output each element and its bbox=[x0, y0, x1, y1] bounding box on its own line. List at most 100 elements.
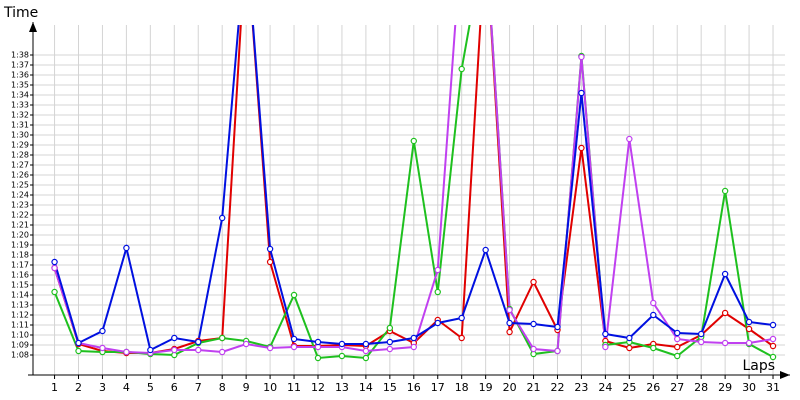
data-point bbox=[195, 346, 202, 354]
data-point bbox=[626, 135, 633, 143]
data-point bbox=[290, 343, 298, 351]
y-tick-label: 1:18 bbox=[11, 251, 29, 260]
x-tick-label: 31 bbox=[766, 381, 780, 394]
data-point bbox=[362, 340, 370, 348]
y-tick-label: 1:22 bbox=[11, 211, 29, 220]
x-tick-label: 5 bbox=[147, 381, 154, 394]
data-point bbox=[434, 319, 441, 327]
y-tick-label: 1:28 bbox=[11, 151, 29, 160]
data-point bbox=[769, 342, 777, 350]
y-tick-label: 1:38 bbox=[11, 51, 29, 60]
y-tick-label: 1:33 bbox=[11, 101, 29, 110]
y-tick-label: 1:24 bbox=[11, 191, 29, 200]
y-tick-label: 1:36 bbox=[11, 71, 29, 80]
data-point bbox=[242, 340, 250, 348]
data-point bbox=[602, 330, 609, 338]
x-tick-label: 26 bbox=[646, 381, 660, 394]
data-point bbox=[506, 306, 513, 314]
y-tick-label: 1:29 bbox=[11, 141, 29, 150]
x-tick-label: 2 bbox=[75, 381, 82, 394]
y-tick-label: 1:17 bbox=[11, 261, 29, 270]
x-tick-label: 6 bbox=[171, 381, 178, 394]
data-point bbox=[458, 314, 465, 322]
x-tick-label: 7 bbox=[195, 381, 202, 394]
data-point bbox=[554, 347, 561, 355]
data-point bbox=[697, 330, 705, 338]
y-tick-label: 1:14 bbox=[11, 291, 29, 300]
data-point bbox=[650, 311, 657, 319]
data-point bbox=[626, 344, 633, 352]
data-point bbox=[721, 309, 729, 317]
x-tick-label: 30 bbox=[742, 381, 756, 394]
data-point bbox=[602, 343, 609, 351]
x-tick-label: 22 bbox=[550, 381, 564, 394]
x-tick-label: 19 bbox=[479, 381, 493, 394]
data-point bbox=[75, 347, 82, 355]
data-point bbox=[51, 258, 58, 266]
data-point bbox=[674, 352, 681, 360]
data-point bbox=[218, 348, 226, 356]
y-tick-label: 1:09 bbox=[11, 341, 29, 350]
y-tick-label: 1:34 bbox=[11, 91, 29, 100]
data-point bbox=[769, 321, 777, 329]
data-point bbox=[434, 288, 441, 296]
data-point bbox=[218, 214, 226, 222]
data-point bbox=[721, 270, 729, 278]
data-point bbox=[745, 339, 753, 347]
y-tick-label: 1:37 bbox=[11, 61, 29, 70]
x-axis-arrow bbox=[780, 371, 790, 379]
x-tick-label: 24 bbox=[598, 381, 612, 394]
data-point bbox=[721, 187, 729, 195]
data-point bbox=[506, 319, 513, 327]
y-tick-label: 1:35 bbox=[11, 81, 29, 90]
x-axis-title: Laps bbox=[742, 358, 775, 374]
data-point bbox=[147, 346, 154, 354]
data-point bbox=[769, 353, 777, 361]
data-point bbox=[530, 278, 537, 286]
data-point bbox=[123, 348, 130, 356]
data-point bbox=[745, 325, 753, 333]
data-point bbox=[266, 258, 274, 266]
y-tick-label: 1:11 bbox=[11, 321, 29, 330]
y-tick-label: 1:31 bbox=[11, 121, 29, 130]
data-point bbox=[171, 346, 178, 354]
x-tick-label: 12 bbox=[311, 381, 325, 394]
y-tick-label: 1:16 bbox=[11, 271, 29, 280]
data-point bbox=[314, 338, 322, 346]
y-tick-label: 1:10 bbox=[11, 331, 29, 340]
data-point bbox=[362, 347, 370, 355]
data-point bbox=[338, 352, 346, 360]
data-point bbox=[458, 334, 465, 342]
y-axis-title: Time bbox=[3, 5, 38, 21]
data-point bbox=[266, 344, 274, 352]
data-point bbox=[674, 343, 681, 351]
y-tick-label: 1:32 bbox=[11, 111, 29, 120]
data-point bbox=[578, 53, 585, 61]
plot-area bbox=[51, 25, 777, 362]
y-tick-label: 1:21 bbox=[11, 221, 29, 230]
x-tick-label: 4 bbox=[123, 381, 130, 394]
data-point bbox=[266, 245, 274, 253]
y-tick-label: 1:23 bbox=[11, 201, 29, 210]
data-point bbox=[171, 334, 178, 342]
x-tick-label: 1 bbox=[51, 381, 58, 394]
y-tick-label: 1:25 bbox=[11, 181, 29, 190]
grid bbox=[33, 25, 785, 375]
data-point bbox=[123, 244, 130, 252]
data-point bbox=[650, 299, 657, 307]
data-point bbox=[674, 335, 681, 343]
y-tick-label: 1:08 bbox=[11, 351, 29, 360]
data-point bbox=[386, 338, 394, 346]
data-point bbox=[290, 335, 298, 343]
x-tick-label: 17 bbox=[431, 381, 445, 394]
data-point bbox=[697, 338, 705, 346]
x-tick-label: 23 bbox=[574, 381, 588, 394]
x-tick-label: 20 bbox=[503, 381, 517, 394]
data-point bbox=[218, 334, 226, 342]
y-tick-label: 1:13 bbox=[11, 301, 29, 310]
x-tick-label: 10 bbox=[263, 381, 277, 394]
data-point bbox=[362, 354, 370, 362]
data-point bbox=[99, 327, 106, 335]
y-tick-label: 1:30 bbox=[11, 131, 29, 140]
data-point bbox=[674, 329, 681, 337]
